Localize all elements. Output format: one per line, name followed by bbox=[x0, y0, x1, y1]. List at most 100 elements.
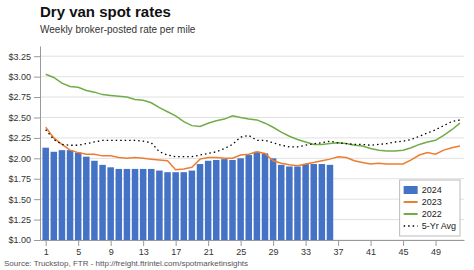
bar bbox=[310, 164, 316, 240]
grid bbox=[40, 56, 464, 240]
y-tick: $2.00 bbox=[8, 154, 40, 164]
y-tick-label: $2.50 bbox=[8, 113, 31, 123]
y-tick-mark bbox=[34, 77, 40, 78]
x-tick-mark bbox=[208, 240, 209, 246]
y-tick-mark bbox=[34, 158, 40, 159]
legend-swatch bbox=[404, 201, 418, 203]
bar bbox=[246, 155, 252, 240]
legend-label: 2022 bbox=[422, 209, 442, 219]
x-tick: 49 bbox=[431, 240, 441, 257]
chart-container: 15913172125293337414549$1.00$1.25$1.50$1… bbox=[0, 0, 474, 270]
bar bbox=[42, 148, 48, 240]
y-tick: $1.50 bbox=[8, 195, 40, 205]
line bbox=[46, 127, 460, 169]
x-tick-label: 5 bbox=[76, 247, 81, 257]
bar bbox=[294, 166, 300, 240]
x-tick-mark bbox=[143, 240, 144, 246]
y-tick-label: $1.25 bbox=[8, 215, 31, 225]
y-tick: $2.50 bbox=[8, 113, 40, 123]
bar bbox=[132, 169, 138, 240]
bar bbox=[270, 158, 276, 240]
x-tick-label: 17 bbox=[171, 247, 181, 257]
y-tick-mark bbox=[34, 179, 40, 180]
y-tick-mark bbox=[34, 117, 40, 118]
x-axis-line bbox=[41, 240, 465, 241]
legend-swatch bbox=[404, 225, 418, 226]
bar bbox=[278, 165, 284, 240]
bar bbox=[75, 153, 81, 240]
x-tick: 45 bbox=[399, 240, 409, 257]
x-tick: 5 bbox=[76, 240, 81, 257]
bar bbox=[237, 158, 243, 240]
bar bbox=[67, 150, 73, 240]
bar bbox=[213, 160, 219, 240]
x-tick-mark bbox=[338, 240, 339, 246]
y-tick-mark bbox=[34, 220, 40, 221]
legend-item: 2024 bbox=[404, 185, 442, 195]
legend-swatch bbox=[404, 213, 418, 215]
legend-item: 2022 bbox=[404, 209, 442, 219]
y-tick: $2.75 bbox=[8, 92, 40, 102]
y-tick-mark bbox=[34, 97, 40, 98]
y-tick-label: $1.50 bbox=[8, 195, 31, 205]
bar bbox=[91, 161, 97, 240]
x-tick-mark bbox=[403, 240, 404, 246]
x-tick-label: 49 bbox=[431, 247, 441, 257]
y-tick: $1.00 bbox=[8, 235, 40, 245]
y-tick: $1.75 bbox=[8, 174, 40, 184]
x-tick-mark bbox=[111, 240, 112, 246]
x-tick-label: 9 bbox=[109, 247, 114, 257]
source-note: Source: Truckstop, FTR - http://freight.… bbox=[4, 259, 248, 268]
y-tick-label: $2.25 bbox=[8, 133, 31, 143]
x-tick: 37 bbox=[334, 240, 344, 257]
bar bbox=[164, 172, 170, 240]
x-tick: 33 bbox=[301, 240, 311, 257]
bar bbox=[221, 159, 227, 240]
x-tick-mark bbox=[273, 240, 274, 246]
legend-swatch bbox=[404, 186, 418, 194]
x-tick-label: 37 bbox=[334, 247, 344, 257]
line bbox=[46, 120, 460, 157]
plot-marks bbox=[42, 74, 460, 240]
x-tick-mark bbox=[78, 240, 79, 246]
bar bbox=[124, 169, 130, 240]
y-tick-mark bbox=[34, 138, 40, 139]
bar bbox=[116, 169, 122, 240]
x-tick: 9 bbox=[109, 240, 114, 257]
y-tick-label: $1.75 bbox=[8, 174, 31, 184]
y-tick-label: $2.00 bbox=[8, 154, 31, 164]
bar bbox=[83, 157, 89, 240]
legend-label: 2023 bbox=[422, 197, 442, 207]
x-tick: 25 bbox=[236, 240, 246, 257]
bar bbox=[148, 169, 154, 240]
grid-line bbox=[40, 117, 464, 118]
x-tick-mark bbox=[436, 240, 437, 246]
x-tick-label: 41 bbox=[366, 247, 376, 257]
x-tick-label: 29 bbox=[269, 247, 279, 257]
y-tick: $2.25 bbox=[8, 133, 40, 143]
bar bbox=[229, 160, 235, 240]
x-tick-label: 21 bbox=[204, 247, 214, 257]
bar bbox=[205, 161, 211, 240]
subtitle: Weekly broker-posted rate per mile bbox=[40, 24, 196, 35]
x-tick: 29 bbox=[269, 240, 279, 257]
bar bbox=[59, 150, 65, 240]
y-tick-label: $1.00 bbox=[8, 235, 31, 245]
bar bbox=[189, 171, 195, 240]
grid-line bbox=[40, 56, 464, 57]
bar bbox=[140, 169, 146, 240]
x-tick-label: 13 bbox=[139, 247, 149, 257]
y-tick-mark bbox=[34, 56, 40, 57]
x-tick-label: 45 bbox=[399, 247, 409, 257]
x-tick-mark bbox=[306, 240, 307, 246]
bar bbox=[286, 166, 292, 240]
bar bbox=[197, 164, 203, 240]
bar bbox=[99, 165, 105, 240]
y-axis: $1.00 $1.25 $1.50 $1.75 $2.00 $2.25 $2.50 $2.75… bbox=[8, 47, 40, 246]
y-tick-mark bbox=[34, 240, 40, 241]
grid-line bbox=[40, 97, 464, 98]
legend-box bbox=[400, 180, 460, 236]
bar bbox=[327, 165, 333, 240]
x-tick-label: 33 bbox=[301, 247, 311, 257]
x-tick: 21 bbox=[204, 240, 214, 257]
